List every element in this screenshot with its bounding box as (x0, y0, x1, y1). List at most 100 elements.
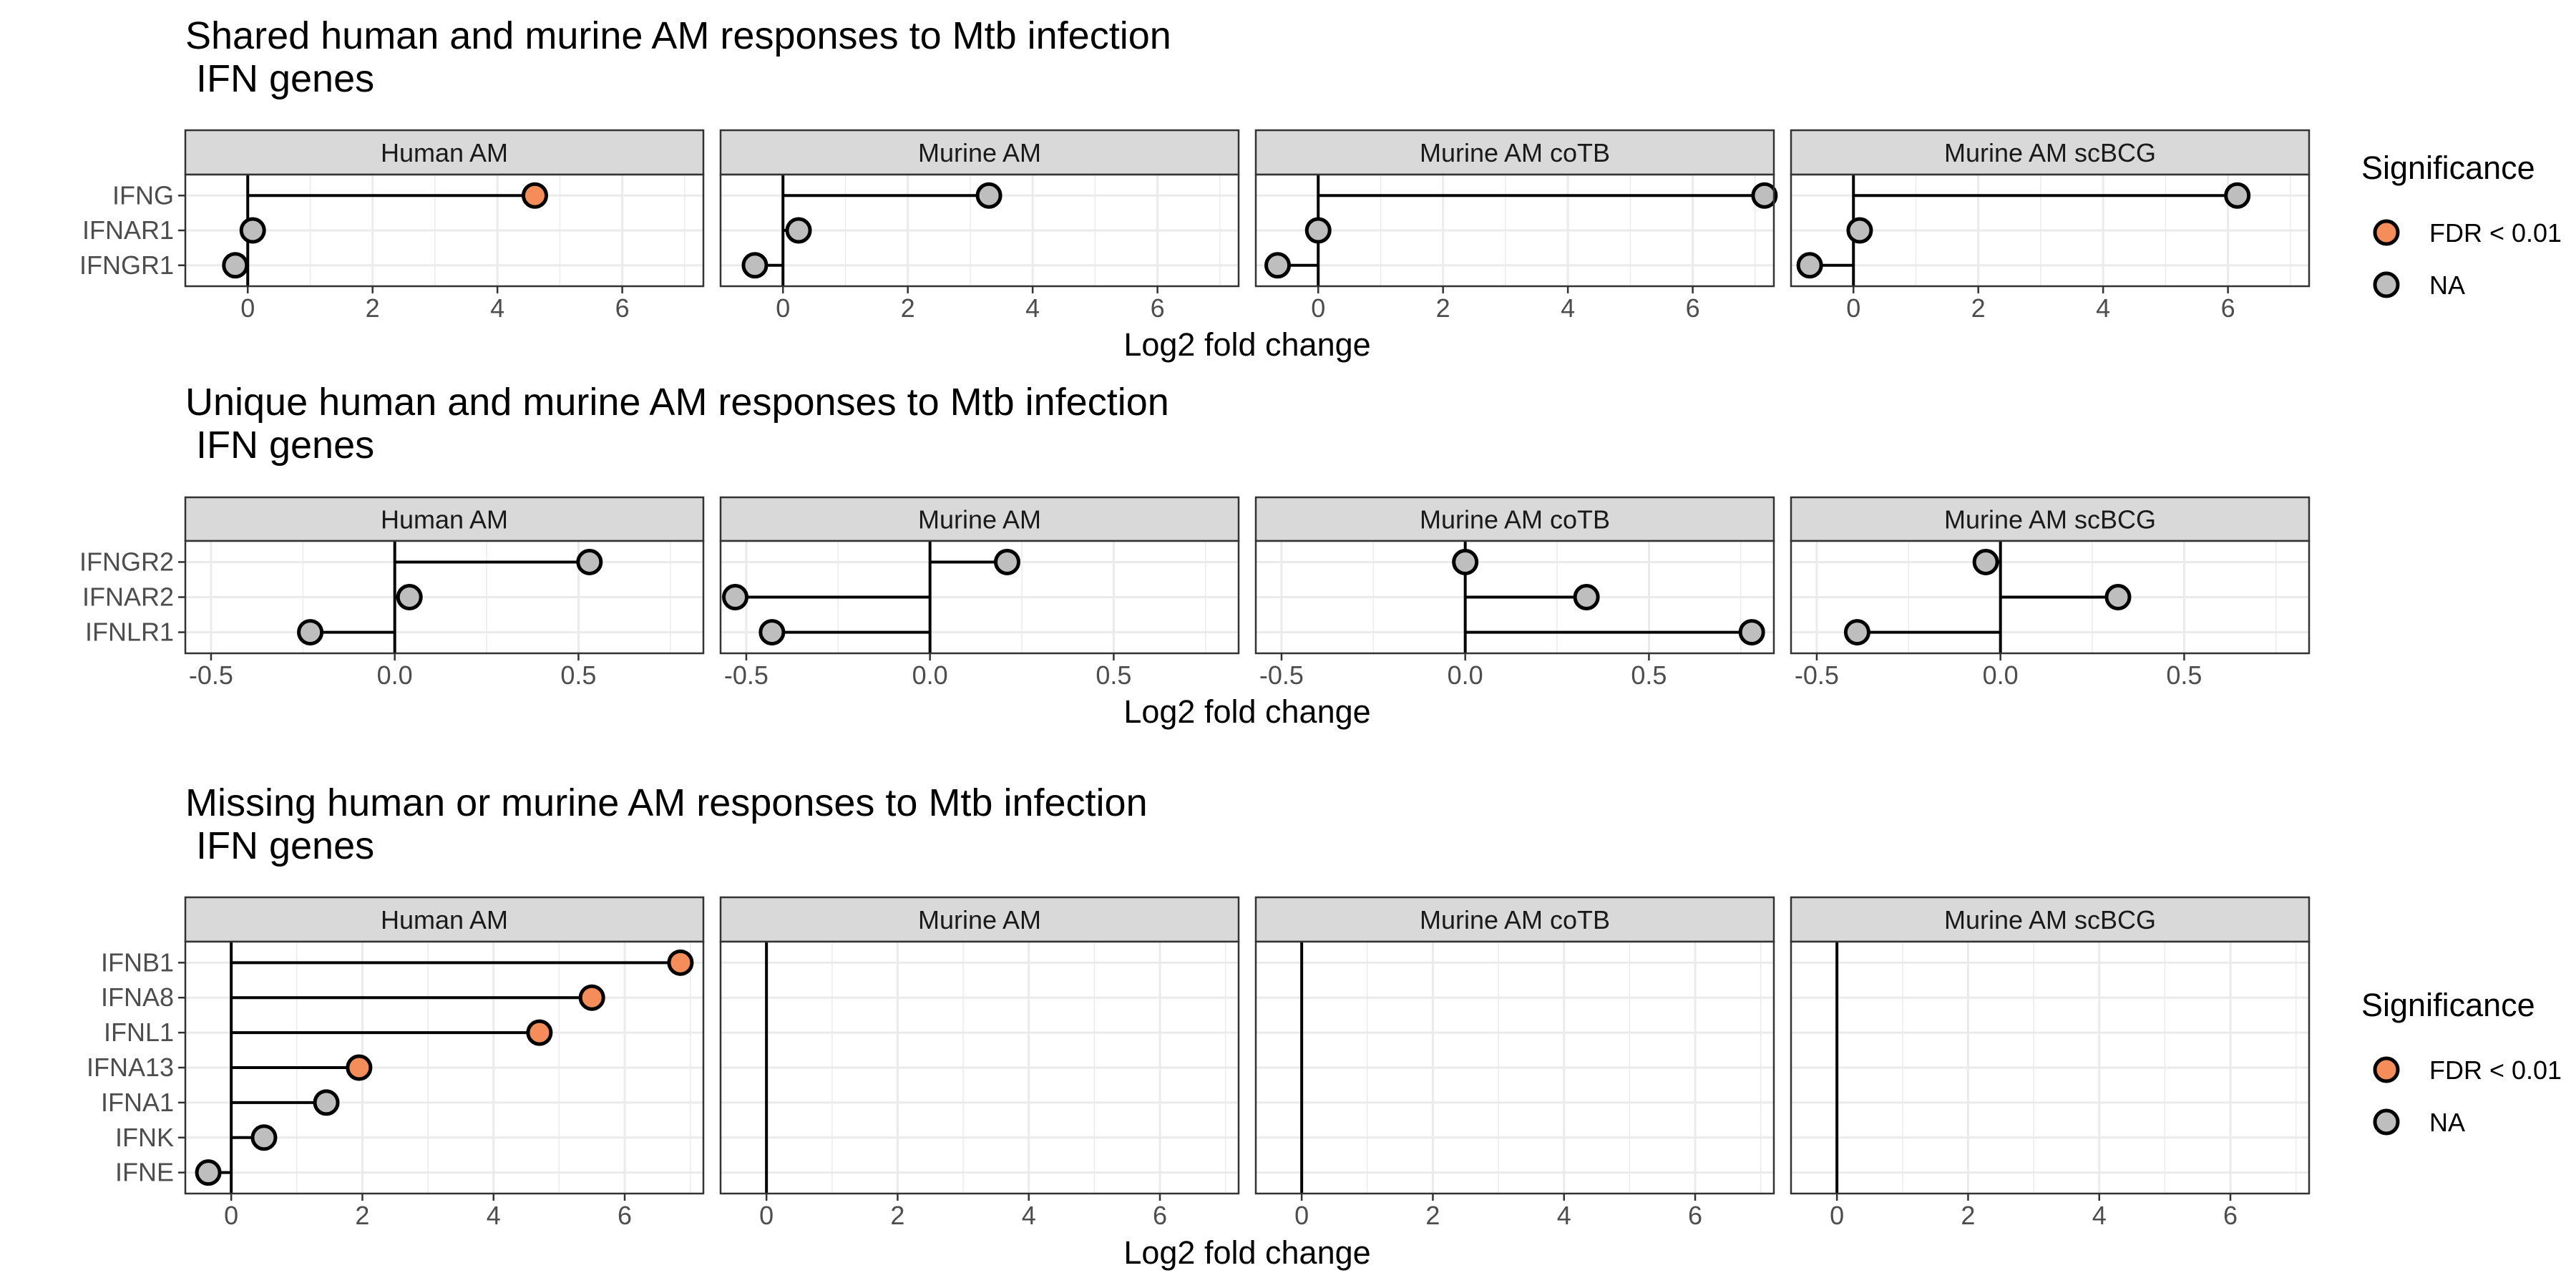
facet-label: Murine AM coTB (1420, 138, 1610, 167)
legend-key (2373, 1056, 2400, 1083)
x-tick-label: 6 (1153, 1201, 1167, 1230)
lollipop-point (313, 1089, 340, 1116)
facet-label: Human AM (381, 138, 508, 167)
y-tick-label: IFNE (115, 1158, 174, 1187)
x-tick-label: 0 (1311, 293, 1325, 323)
lollipop-point (578, 984, 605, 1011)
x-tick-label: 6 (1686, 293, 1700, 323)
x-tick-label: 4 (487, 1201, 501, 1230)
legend-label: FDR < 0.01 (2429, 1055, 2562, 1085)
chart-title-3: IFN genes (185, 824, 374, 867)
legend-key (2373, 1108, 2400, 1136)
x-tick-label: 2 (890, 1201, 904, 1230)
lollipop-point (239, 217, 266, 244)
lollipop-point (722, 584, 749, 610)
panel-border (1790, 940, 2311, 1195)
legend-label: NA (2429, 270, 2465, 300)
x-tick-label: -0.5 (1795, 660, 1839, 690)
lollipop-point (396, 584, 423, 610)
y-tick-label: IFNGR2 (79, 547, 174, 576)
y-tick-label: IFNA1 (101, 1088, 174, 1117)
x-tick-label: 0 (1830, 1201, 1844, 1230)
x-tick-label: 0 (240, 293, 255, 323)
y-tick-label: IFNB1 (101, 947, 174, 977)
y-tick-label: IFNG (112, 180, 174, 210)
facet-label: Murine AM scBCG (1944, 138, 2156, 167)
y-tick-label: IFNAR1 (82, 215, 174, 245)
lollipop-point (195, 1159, 222, 1186)
legend-key (2373, 219, 2400, 246)
x-tick-label: -0.5 (189, 660, 233, 690)
panel-border (719, 940, 1240, 1195)
x-tick-label: 0 (759, 1201, 774, 1230)
chart-title-2: IFN genes (185, 424, 374, 467)
legend-title: Significance (2361, 150, 2535, 186)
lollipop-point (526, 1019, 553, 1046)
x-tick-label: 4 (1557, 1201, 1571, 1230)
lollipop-point (975, 182, 1002, 209)
y-tick-label: IFNL1 (104, 1018, 174, 1047)
lollipop-point (2104, 584, 2132, 610)
lollipop-point (1796, 252, 1823, 279)
x-tick-label: 4 (1025, 293, 1040, 323)
lollipop-point (667, 949, 694, 976)
facet-label: Murine AM (918, 138, 1041, 167)
x-tick-label: 0 (776, 293, 790, 323)
facet-label: Human AM (381, 505, 508, 535)
lollipop-point (1846, 217, 1873, 244)
y-tick-label: IFNA8 (101, 982, 174, 1012)
chart-title-1: Shared human and murine AM responses to … (185, 14, 1171, 57)
panel-border (1790, 173, 2311, 288)
x-tick-label: 6 (618, 1201, 632, 1230)
x-tick-label: 0.0 (912, 660, 948, 690)
x-tick-label: 4 (2092, 1201, 2107, 1230)
lollipop-point (222, 252, 249, 279)
facet-strip (184, 896, 705, 943)
lollipop-point (1972, 548, 1999, 575)
lollipop-point (2224, 182, 2251, 209)
panel-border (719, 173, 1240, 288)
facet-strip (1790, 129, 2311, 176)
x-tick-label: 0.5 (2166, 660, 2202, 690)
lollipop-point (741, 252, 769, 279)
legend-label: FDR < 0.01 (2429, 218, 2562, 248)
x-tick-label: 2 (901, 293, 915, 323)
facet-strip (184, 129, 705, 176)
legend-key (2373, 271, 2400, 298)
facet-strip (719, 896, 1240, 943)
x-tick-label: 0.0 (1448, 660, 1483, 690)
panel-border (1790, 540, 2311, 655)
x-tick-label: -0.5 (1259, 660, 1304, 690)
x-tick-label: 0.5 (1096, 660, 1131, 690)
facet-label: Human AM (381, 905, 508, 935)
chart-title-1: IFN genes (185, 57, 374, 100)
lollipop-point (1573, 584, 1600, 610)
x-tick-label: 6 (615, 293, 630, 323)
x-tick-label: 6 (1151, 293, 1165, 323)
x-tick-label: 2 (1971, 293, 1986, 323)
x-tick-label: 2 (355, 1201, 369, 1230)
facet-strip (1790, 896, 2311, 943)
x-axis-label: Log2 fold change (1123, 326, 1370, 363)
lollipop-point (1304, 217, 1332, 244)
x-axis-label: Log2 fold change (1123, 693, 1370, 730)
facet-label: Murine AM coTB (1420, 905, 1610, 935)
facet-label: Murine AM coTB (1420, 505, 1610, 535)
x-tick-label: 4 (490, 293, 504, 323)
x-axis-label: Log2 fold change (1123, 1234, 1370, 1271)
lollipop-point (297, 619, 324, 646)
lollipop-point (1264, 252, 1292, 279)
facet-strip (1254, 896, 1775, 943)
x-tick-label: 2 (1436, 293, 1450, 323)
x-tick-label: 0.0 (1983, 660, 2019, 690)
y-tick-label: IFNAR2 (82, 582, 174, 612)
x-tick-label: 4 (2096, 293, 2110, 323)
x-tick-label: 0 (1846, 293, 1860, 323)
x-tick-label: 0 (224, 1201, 238, 1230)
panel-border (1254, 173, 1775, 288)
x-tick-label: 0 (1294, 1201, 1309, 1230)
x-tick-label: -0.5 (724, 660, 769, 690)
x-tick-label: 0.0 (377, 660, 413, 690)
legend-title: Significance (2361, 987, 2535, 1023)
legend-label: NA (2429, 1108, 2465, 1137)
